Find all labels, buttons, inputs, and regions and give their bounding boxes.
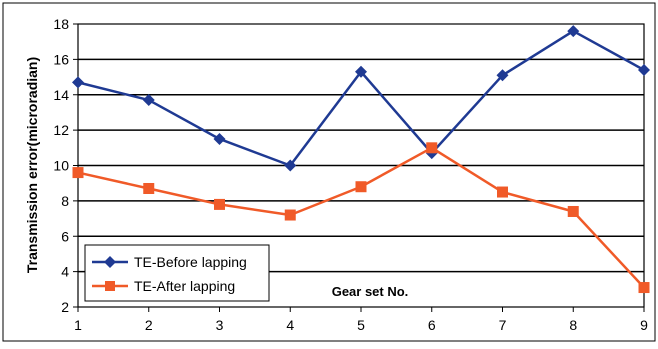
data-point-after [214,198,225,210]
x-axis-label: Gear set No. [332,284,409,299]
data-point-after [284,209,296,221]
y-tick-label: 12 [53,122,69,138]
data-point-before [72,76,84,89]
data-point-before [496,69,509,82]
legend-box [84,244,270,302]
legend: TE-Before lapping TE-After lapping [84,244,270,302]
x-tick-label: 7 [499,317,507,333]
data-point-after [497,186,508,198]
y-tick-label: 18 [53,16,69,32]
data-point-after [426,142,438,154]
legend-marker-diamond [104,256,116,268]
legend-label-before: TE-Before lapping [134,254,247,270]
x-axis-ticks: 1 2 3 4 5 6 7 8 9 [74,307,648,333]
data-point-before [567,25,580,38]
x-tick-label: 3 [216,317,224,333]
data-point-before [638,63,650,76]
y-axis-ticks: 2 4 6 8 10 12 14 16 18 [53,16,78,315]
y-tick-label: 14 [53,87,69,103]
y-tick-label: 16 [53,51,69,67]
x-tick-label: 2 [145,317,153,333]
x-tick-label: 5 [357,317,365,333]
data-point-before [284,159,297,172]
y-tick-label: 6 [61,228,69,244]
y-tick-label: 2 [61,299,69,315]
y-tick-label: 10 [53,158,69,174]
data-point-before [213,132,226,145]
x-tick-label: 8 [569,317,577,333]
y-axis-label: Transmission error(microradian) [24,57,40,273]
x-tick-label: 1 [74,317,82,333]
x-tick-label: 6 [428,317,436,333]
y-tick-label: 8 [61,193,69,209]
data-point-before [355,65,367,78]
legend-label-after: TE-After lapping [134,278,235,294]
data-point-before [142,94,155,107]
data-point-after [567,205,579,217]
x-tick-label: 4 [286,317,294,333]
data-point-after [355,181,367,193]
data-point-after [638,282,650,294]
data-point-after [72,167,84,179]
series-group [72,25,650,294]
x-tick-label: 9 [640,317,648,333]
legend-marker-square [105,281,115,291]
y-tick-label: 4 [61,264,69,280]
data-point-after [143,182,155,194]
